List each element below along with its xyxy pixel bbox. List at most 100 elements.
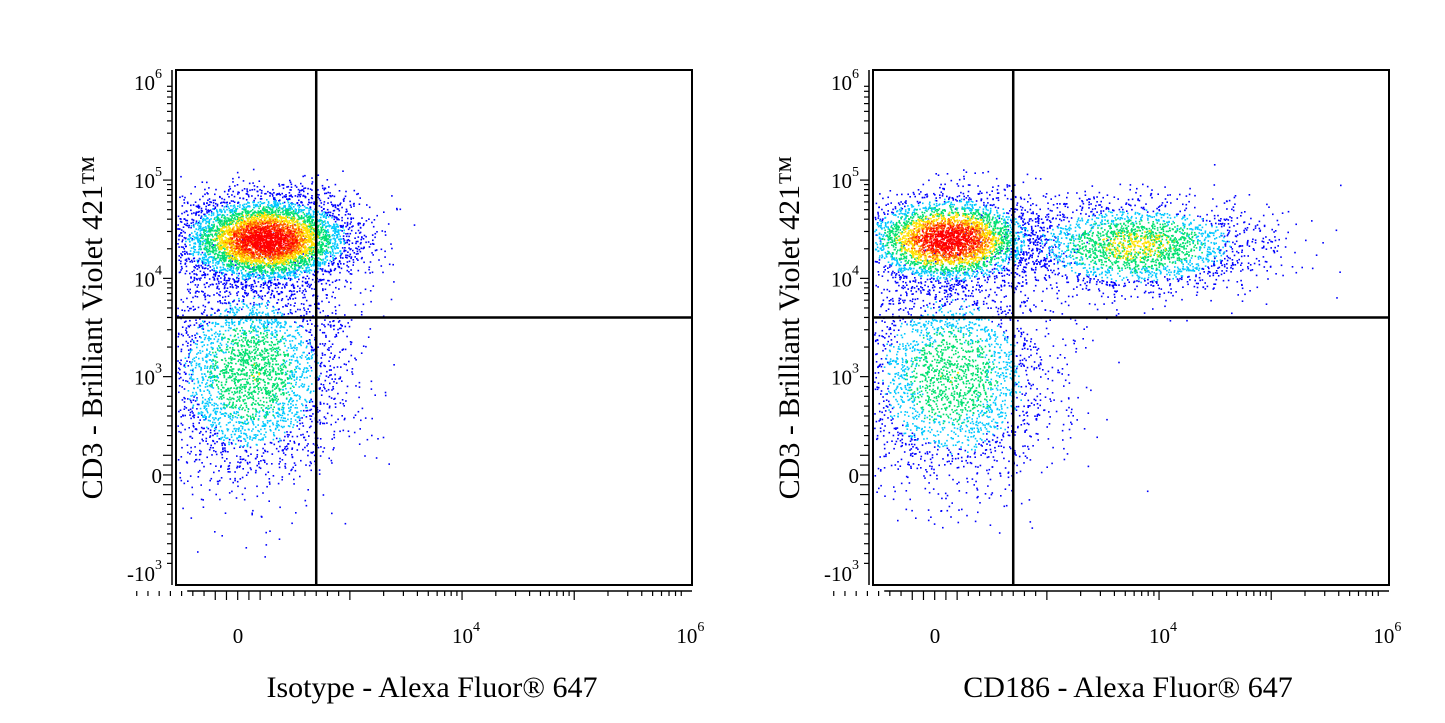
event-dot <box>238 176 240 179</box>
event-dot <box>294 203 296 206</box>
event-dot <box>185 407 188 409</box>
event-dot <box>275 424 278 427</box>
event-dot <box>337 230 339 233</box>
event-dot <box>384 250 386 253</box>
event-dot <box>258 277 260 279</box>
event-dot <box>333 235 336 237</box>
event-dot <box>197 204 200 207</box>
event-dot <box>210 201 212 204</box>
event-dot <box>183 401 186 403</box>
event-dot <box>231 194 233 196</box>
event-dot <box>275 412 278 414</box>
event-dot <box>232 415 234 417</box>
event-dot <box>235 280 237 283</box>
event-dot <box>238 272 240 275</box>
event-dot <box>195 264 197 267</box>
event-dot <box>241 344 244 347</box>
event-dot <box>281 276 284 279</box>
event-dot <box>181 446 183 449</box>
event-dot <box>332 233 334 236</box>
event-dot <box>221 201 223 204</box>
event-dot <box>318 473 321 475</box>
event-dot <box>215 426 217 429</box>
event-dot <box>242 197 245 200</box>
event-dot <box>375 249 378 251</box>
event-dot <box>233 271 235 273</box>
event-dot <box>280 372 283 375</box>
event-dot <box>198 326 201 328</box>
event-dot <box>236 281 239 283</box>
event-dot <box>207 371 209 373</box>
event-dot <box>306 406 308 409</box>
event-dot <box>194 266 196 269</box>
event-dot <box>265 401 268 404</box>
event-dot <box>248 276 251 278</box>
event-dot <box>265 391 267 393</box>
event-dot <box>307 385 310 388</box>
event-dot <box>294 276 296 278</box>
event-dot <box>308 331 310 333</box>
event-dot <box>270 406 272 409</box>
event-dot <box>247 442 249 444</box>
event-dot <box>266 422 269 424</box>
event-dot <box>334 306 337 308</box>
event-dot <box>331 462 333 464</box>
event-dot <box>316 307 319 309</box>
event-dot <box>177 425 179 427</box>
event-dot <box>338 279 341 281</box>
event-dot <box>256 186 259 188</box>
event-dot <box>238 398 240 400</box>
event-dot <box>192 340 195 342</box>
event-dot <box>208 247 211 250</box>
event-dot <box>273 312 275 314</box>
event-dot <box>256 434 259 436</box>
event-dot <box>220 208 222 211</box>
event-dot <box>298 278 300 281</box>
event-dot <box>225 380 228 383</box>
event-dot <box>274 383 276 385</box>
event-dot <box>355 253 358 255</box>
event-dot <box>263 424 266 427</box>
event-dot <box>304 398 306 401</box>
event-dot <box>339 242 342 245</box>
event-dot <box>201 240 204 243</box>
event-dot <box>229 264 231 266</box>
event-dot <box>334 242 336 244</box>
event-dot <box>192 422 195 425</box>
event-dot <box>285 371 287 374</box>
event-dot <box>290 418 292 420</box>
event-dot <box>271 269 274 271</box>
event-dot <box>181 399 184 401</box>
event-dot <box>177 459 180 461</box>
event-dot <box>282 410 284 412</box>
event-dot <box>319 267 322 270</box>
event-dot <box>305 367 308 369</box>
event-dot <box>263 428 266 430</box>
event-dot <box>241 276 244 278</box>
event-dot <box>239 352 241 354</box>
event-dot <box>222 337 225 340</box>
event-dot <box>334 378 337 380</box>
event-dot <box>298 194 301 196</box>
event-dot <box>231 320 233 323</box>
event-dot <box>254 210 256 213</box>
event-dot <box>271 365 273 368</box>
event-dot <box>214 274 217 276</box>
event-dot <box>283 439 285 442</box>
event-dot <box>321 389 324 392</box>
event-dot <box>189 344 192 346</box>
event-dot <box>305 299 308 302</box>
event-dot <box>237 336 240 339</box>
event-dot <box>282 382 285 384</box>
event-dot <box>218 470 220 472</box>
event-dot <box>332 320 334 323</box>
event-dot <box>334 267 337 270</box>
event-dot <box>256 314 258 317</box>
event-dot <box>301 284 304 287</box>
event-dot <box>303 307 305 309</box>
event-dot <box>302 370 304 373</box>
event-dot <box>193 260 196 262</box>
event-dot <box>333 261 335 264</box>
event-dot <box>185 332 188 334</box>
event-dot <box>322 288 324 290</box>
